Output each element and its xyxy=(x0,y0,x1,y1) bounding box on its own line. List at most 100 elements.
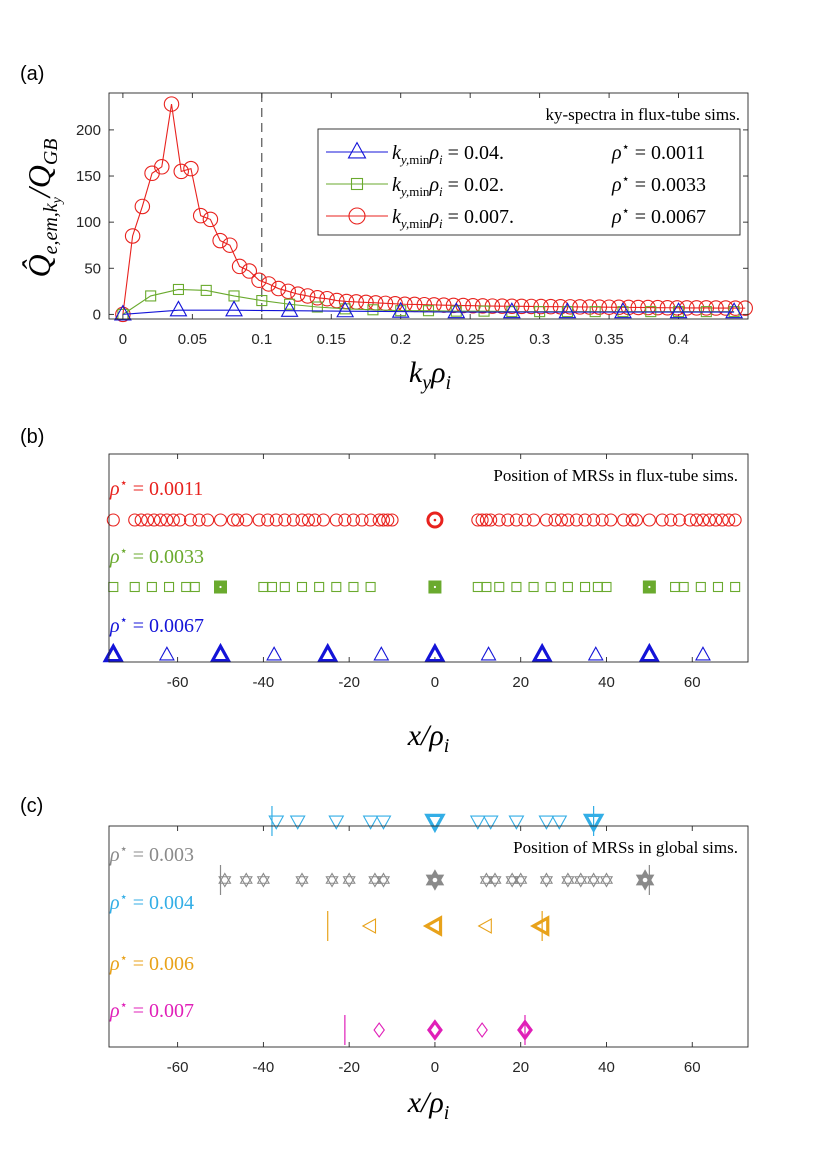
mrs-marker xyxy=(268,815,285,830)
legend-entry: ky,minρi = 0.007. xyxy=(392,206,514,231)
legend-marker xyxy=(350,177,364,191)
mrs-marker xyxy=(604,513,618,527)
hexagram-part xyxy=(488,876,502,888)
mrs-highlight-dot xyxy=(219,585,222,589)
data-point xyxy=(163,96,180,112)
legend-rho: ρ⋆ = 0.0067 xyxy=(611,203,706,228)
mrs-marker xyxy=(655,513,669,527)
hexagram-part xyxy=(218,872,232,884)
data-point xyxy=(336,301,355,318)
hexagram-part xyxy=(425,869,445,886)
row-label: ρ⋆ = 0.0011 xyxy=(109,475,203,500)
hexagram-part xyxy=(256,872,270,884)
data-point xyxy=(502,302,521,319)
mrs-marker xyxy=(258,581,269,593)
row-label: ρ⋆ = 0.003 xyxy=(109,841,194,866)
hexagram-part xyxy=(514,872,528,884)
hexagram-part xyxy=(256,876,270,888)
hexagram-part xyxy=(539,872,554,884)
mrs-marker xyxy=(475,513,489,527)
mrs-marker xyxy=(266,646,283,661)
data-point xyxy=(124,228,141,244)
mrs-marker xyxy=(715,513,729,527)
hexagram-part xyxy=(505,872,519,884)
x-tick-label: 0.25 xyxy=(456,331,485,348)
panel-c-axes xyxy=(108,825,749,1048)
row-label: ρ⋆ = 0.007 xyxy=(109,997,194,1022)
hexagram-part xyxy=(587,872,601,884)
mrs-marker xyxy=(601,581,612,593)
mrs-marker xyxy=(477,918,492,934)
mrs-marker xyxy=(678,581,689,593)
data-point xyxy=(640,299,656,316)
data-point xyxy=(447,302,466,319)
panel-a: 0 0.05 0.1 0.15 0.2 0.25 0.3 0.35 0.4 0 50 100 150 20… xyxy=(21,92,753,394)
hexagram-part xyxy=(376,876,391,888)
hexagram-part xyxy=(561,876,575,888)
mrs-marker xyxy=(296,581,308,593)
data-point xyxy=(558,302,577,319)
legend-rho: ρ⋆ = 0.0011 xyxy=(611,139,705,164)
mrs-marker xyxy=(153,513,168,527)
hexagram-part xyxy=(239,876,253,888)
mrs-marker xyxy=(709,513,723,527)
hexagram-part xyxy=(599,876,614,888)
x-tick-label: 40 xyxy=(598,674,615,691)
mrs-marker xyxy=(342,872,356,888)
mrs-marker xyxy=(362,815,379,830)
hexagram-part xyxy=(368,872,382,884)
x-tick-label: 0.4 xyxy=(668,331,689,348)
mrs-marker xyxy=(642,513,656,527)
mrs-marker xyxy=(625,513,639,527)
mrs-marker xyxy=(683,513,697,527)
hexagram-part xyxy=(295,872,309,884)
data-point xyxy=(299,288,316,304)
panel-a-axes xyxy=(108,92,749,320)
hexagram-part xyxy=(368,876,382,888)
x-tick-label: 60 xyxy=(684,1059,701,1076)
panel-a-title: ky-spectra in flux-tube sims. xyxy=(545,105,740,124)
data-point xyxy=(504,298,520,315)
mrs-marker xyxy=(373,646,390,661)
mrs-highlight xyxy=(424,642,446,663)
mrs-marker xyxy=(469,815,486,830)
data-point xyxy=(311,301,323,313)
y-tick-label: 150 xyxy=(76,168,101,185)
data-point xyxy=(280,300,299,317)
data-point xyxy=(256,295,268,307)
hexagram-part xyxy=(574,872,588,884)
data-point xyxy=(212,232,228,249)
legend-rho: ρ⋆ = 0.0033 xyxy=(611,171,706,196)
y-tick-label: 100 xyxy=(76,214,101,231)
mrs-highlight xyxy=(102,642,125,663)
mrs-marker xyxy=(278,513,292,527)
mrs-highlight xyxy=(531,642,553,663)
panel-b: -60 -40 -20 0 20 40 60 Position of MRSs in flux… xyxy=(102,453,749,757)
y-axis-label: Q̂e,em,ky/QGB xyxy=(21,138,65,277)
data-point xyxy=(659,299,676,316)
hexagram-part xyxy=(342,876,356,888)
mrs-marker xyxy=(548,513,562,527)
mrs-marker xyxy=(331,581,342,593)
data-point xyxy=(614,302,632,319)
hexagram-part xyxy=(561,872,575,884)
legend-marker xyxy=(347,141,367,159)
data-point xyxy=(251,272,267,289)
mrs-marker xyxy=(308,513,322,527)
hexagram-part xyxy=(539,876,554,888)
mrs-marker xyxy=(348,581,359,593)
mrs-marker xyxy=(108,581,119,593)
mrs-highlight xyxy=(424,813,446,834)
x-tick-label: -40 xyxy=(253,674,275,691)
data-point xyxy=(649,299,666,316)
x-tick-label: 40 xyxy=(598,1059,615,1076)
mrs-marker xyxy=(381,513,395,527)
mrs-marker xyxy=(328,815,345,830)
data-point xyxy=(601,299,617,315)
mrs-marker xyxy=(696,513,710,527)
mrs-marker xyxy=(728,513,742,527)
mrs-marker xyxy=(269,513,283,527)
x-tick-label: 0.05 xyxy=(178,331,207,348)
mrs-marker xyxy=(554,513,568,527)
mrs-marker xyxy=(528,581,539,593)
